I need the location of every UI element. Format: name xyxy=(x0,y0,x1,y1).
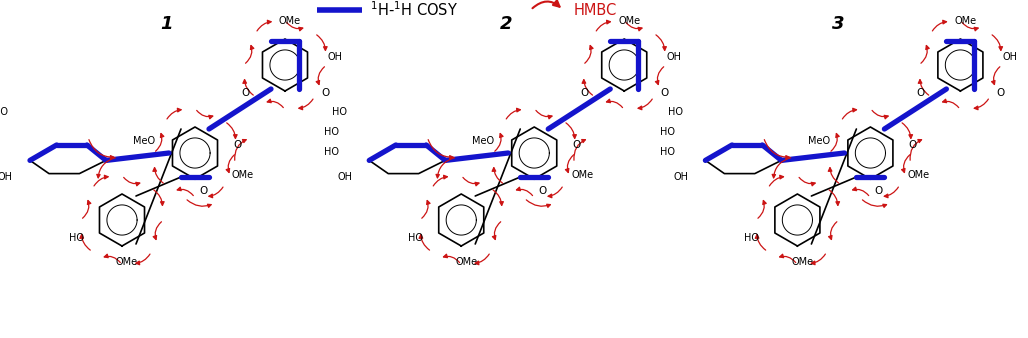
Text: OH: OH xyxy=(0,172,13,182)
Text: O: O xyxy=(660,88,668,98)
Text: OMe: OMe xyxy=(618,16,640,26)
Text: OH: OH xyxy=(1002,52,1018,62)
Text: HO: HO xyxy=(324,147,339,157)
Text: HO: HO xyxy=(660,127,675,137)
Text: OH: OH xyxy=(666,52,682,62)
Text: MeO: MeO xyxy=(808,136,831,146)
Text: HO: HO xyxy=(332,107,347,117)
Text: O: O xyxy=(909,140,917,150)
Text: HO: HO xyxy=(0,107,8,117)
Text: HO: HO xyxy=(408,233,424,243)
Text: O: O xyxy=(241,88,249,98)
Text: O: O xyxy=(580,88,588,98)
Text: OMe: OMe xyxy=(232,170,254,180)
Text: HO: HO xyxy=(660,147,675,157)
Text: HMBC: HMBC xyxy=(574,3,617,18)
Text: OMe: OMe xyxy=(455,257,477,267)
Text: OMe: OMe xyxy=(572,170,593,180)
Text: OMe: OMe xyxy=(792,257,813,267)
Text: OH: OH xyxy=(673,172,689,182)
Text: O: O xyxy=(573,140,581,150)
Text: OMe: OMe xyxy=(908,170,929,180)
Text: 2: 2 xyxy=(500,15,512,33)
Text: OH: OH xyxy=(327,52,342,62)
Text: 3: 3 xyxy=(832,15,844,33)
Text: O: O xyxy=(233,140,242,150)
Text: O: O xyxy=(996,88,1004,98)
Text: O: O xyxy=(321,88,329,98)
Text: HO: HO xyxy=(69,233,84,243)
Text: HO: HO xyxy=(668,107,684,117)
Text: $^{1}$H-$^{1}$H COSY: $^{1}$H-$^{1}$H COSY xyxy=(370,1,458,20)
Text: OMe: OMe xyxy=(954,16,977,26)
Text: HO: HO xyxy=(744,233,760,243)
Text: OH: OH xyxy=(337,172,353,182)
Text: O: O xyxy=(916,88,924,98)
Text: MeO: MeO xyxy=(133,136,155,146)
Text: O: O xyxy=(874,186,882,196)
Text: HO: HO xyxy=(324,127,339,137)
Text: 1: 1 xyxy=(160,15,173,33)
Text: OMe: OMe xyxy=(279,16,301,26)
Text: OMe: OMe xyxy=(116,257,138,267)
Text: O: O xyxy=(538,186,546,196)
Text: MeO: MeO xyxy=(472,136,494,146)
Text: O: O xyxy=(198,186,207,196)
